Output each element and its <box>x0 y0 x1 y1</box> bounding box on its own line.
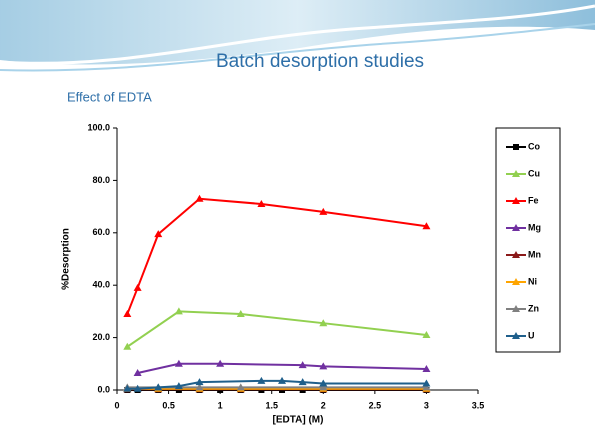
y-tick-label: 20.0 <box>92 332 110 342</box>
legend-box <box>496 128 560 352</box>
legend-label: Mn <box>528 249 541 259</box>
y-tick-label: 100.0 <box>87 122 110 132</box>
slide-title: Batch desorption studies <box>216 51 424 72</box>
legend-label: Cu <box>528 168 540 178</box>
legend-label: Mg <box>528 222 541 232</box>
x-tick-label: 1.5 <box>265 400 278 410</box>
slide: Batch desorption studies Effect of EDTA … <box>0 0 595 442</box>
x-axis-label: [EDTA] (M) <box>273 415 324 426</box>
y-tick-label: 0.0 <box>97 384 110 394</box>
legend-label: Fe <box>528 195 539 205</box>
legend-label: Zn <box>528 303 539 313</box>
x-tick-label: 2.5 <box>369 400 382 410</box>
legend-label: U <box>528 330 535 340</box>
y-tick-label: 40.0 <box>92 280 110 290</box>
legend-label: Ni <box>528 276 537 286</box>
y-axis-label: %Desorption <box>61 228 72 290</box>
x-tick-label: 3 <box>424 400 429 410</box>
x-tick-label: 0.5 <box>162 400 175 410</box>
x-tick-label: 3.5 <box>472 400 485 410</box>
x-tick-label: 2 <box>321 400 326 410</box>
y-tick-label: 80.0 <box>92 175 110 185</box>
slide-subtitle: Effect of EDTA <box>67 89 152 104</box>
legend-swatch-marker <box>513 144 519 150</box>
x-tick-label: 0 <box>114 400 119 410</box>
legend-label: Co <box>528 141 540 151</box>
x-tick-label: 1 <box>218 400 223 410</box>
y-tick-label: 60.0 <box>92 227 110 237</box>
